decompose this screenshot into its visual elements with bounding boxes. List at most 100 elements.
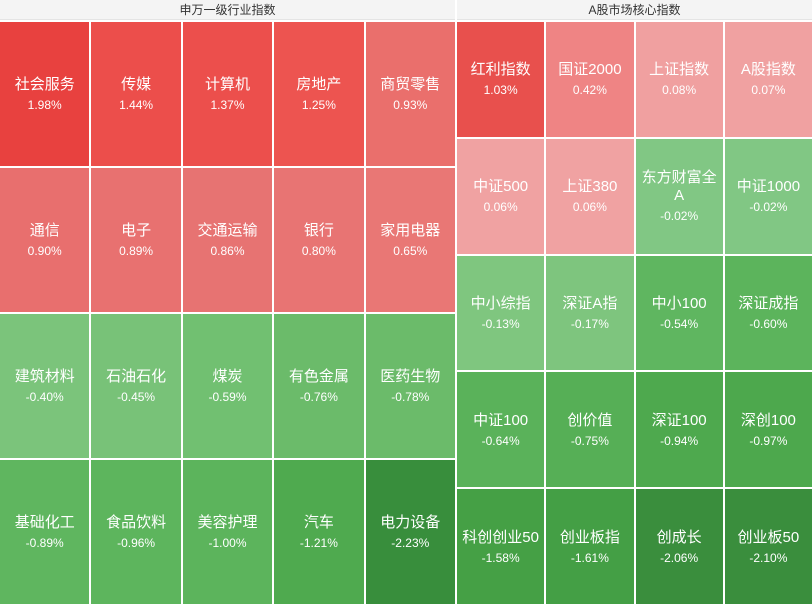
heat-cell: 上证指数 0.08%: [635, 22, 723, 137]
cell-name: 中证500: [473, 178, 529, 196]
heat-cell: 深证A指 -0.17%: [546, 255, 634, 371]
cell-change: -0.17%: [570, 316, 609, 331]
cell-name: 创业板指: [559, 528, 620, 546]
cell-grid: 红利指数 1.03% 国证2000 0.42% 上证指数 0.08% A股指数 0.07% 中证…: [457, 20, 812, 604]
cell-change: 0.08%: [662, 83, 697, 98]
cell-name: 基础化工: [14, 514, 75, 531]
cell-name: 医药生物: [380, 368, 441, 385]
heat-cell: 深证成指 -0.60%: [724, 255, 812, 371]
cell-name: 深证100: [651, 411, 707, 429]
cell-name: 上证380: [562, 178, 618, 196]
cell-change: 1.03%: [483, 83, 518, 98]
cell-change: -1.00%: [208, 536, 247, 550]
cell-name: 家用电器: [380, 222, 441, 239]
cell-name: 食品饮料: [106, 514, 167, 531]
cell-name: 中小综指: [470, 294, 531, 312]
heat-cell: 创成长 -2.06%: [635, 489, 723, 604]
heat-cell: 商贸零售 0.93%: [365, 22, 455, 166]
heat-cell: 创业板50 -2.10%: [724, 489, 812, 604]
heat-cell: 中证500 0.06%: [457, 138, 545, 254]
cell-change: -0.94%: [660, 433, 699, 448]
cell-change: -0.59%: [208, 390, 247, 404]
heat-cell: 红利指数 1.03%: [457, 22, 545, 137]
cell-change: -0.64%: [481, 433, 520, 448]
cell-change: 1.25%: [301, 98, 336, 112]
cell-change: -0.96%: [117, 536, 156, 550]
cell-change: -2.10%: [749, 550, 788, 565]
cell-change: -0.89%: [25, 536, 64, 550]
heat-cell: 食品饮料 -0.96%: [91, 460, 181, 604]
cell-name: 创业板50: [737, 528, 800, 546]
heat-cell: 石油石化 -0.45%: [91, 314, 181, 458]
cell-change: -0.78%: [391, 390, 430, 404]
cell-change: -0.45%: [117, 390, 156, 404]
heat-cell: 社会服务 1.98%: [0, 22, 90, 166]
cell-change: -0.75%: [570, 433, 609, 448]
cell-name: A股指数: [740, 61, 796, 79]
heat-cell: 中小100 -0.54%: [635, 255, 723, 371]
heat-cell: 家用电器 0.65%: [365, 168, 455, 312]
heat-cell: 中证1000 -0.02%: [724, 138, 812, 254]
panel-title: 申万一级行业指数: [0, 0, 455, 20]
cell-change: 0.42%: [572, 83, 607, 98]
cell-name: 商贸零售: [380, 76, 441, 93]
heat-cell: 通信 0.90%: [0, 168, 90, 312]
cell-change: -0.40%: [25, 390, 64, 404]
cell-name: 社会服务: [14, 76, 75, 93]
cell-change: -0.54%: [660, 316, 699, 331]
industry-panel: 申万一级行业指数 社会服务 1.98% 传媒 1.44% 计算机 1.37% 房地产 1.25…: [0, 0, 455, 604]
cell-name: 深创100: [740, 411, 796, 429]
heat-cell: 创价值 -0.75%: [546, 372, 634, 488]
heat-cell: 中证100 -0.64%: [457, 372, 545, 488]
heat-cell: 国证2000 0.42%: [546, 22, 634, 137]
cell-change: 0.93%: [393, 98, 428, 112]
cell-name: 石油石化: [106, 368, 167, 385]
cell-name: 上证指数: [649, 61, 710, 79]
heat-cell: 医药生物 -0.78%: [365, 314, 455, 458]
cell-name: 东方财富全A: [641, 169, 717, 205]
cell-change: -2.06%: [660, 550, 699, 565]
cell-change: -0.97%: [749, 433, 788, 448]
cell-name: 计算机: [204, 76, 250, 93]
cell-name: 煤炭: [212, 368, 243, 385]
cell-change: 0.90%: [27, 244, 62, 258]
heat-cell: 建筑材料 -0.40%: [0, 314, 90, 458]
heat-cell: A股指数 0.07%: [724, 22, 812, 137]
cell-name: 电子: [121, 222, 152, 239]
heat-cell: 传媒 1.44%: [91, 22, 181, 166]
cell-change: 0.07%: [751, 83, 786, 98]
cell-change: -1.21%: [299, 536, 338, 550]
cell-name: 创价值: [567, 411, 613, 429]
cell-name: 红利指数: [470, 61, 531, 79]
heat-cell: 上证380 0.06%: [546, 138, 634, 254]
heat-cell: 汽车 -1.21%: [274, 460, 364, 604]
cell-name: 中小100: [651, 294, 707, 312]
heat-cell: 深创100 -0.97%: [724, 372, 812, 488]
heat-cell: 房地产 1.25%: [274, 22, 364, 166]
cell-change: 0.89%: [119, 244, 154, 258]
cell-change: 0.86%: [210, 244, 245, 258]
cell-name: 中证100: [473, 411, 529, 429]
cell-name: 深证A指: [562, 294, 618, 312]
cell-change: -1.61%: [570, 550, 609, 565]
cell-name: 传媒: [121, 76, 152, 93]
cell-name: 汽车: [303, 514, 334, 531]
cell-change: -2.23%: [391, 536, 430, 550]
heat-cell: 东方财富全A -0.02%: [635, 138, 723, 254]
cell-name: 中证1000: [736, 178, 801, 196]
cell-change: 0.06%: [483, 200, 518, 215]
heat-cell: 深证100 -0.94%: [635, 372, 723, 488]
cell-name: 深证成指: [738, 294, 799, 312]
heat-cell: 基础化工 -0.89%: [0, 460, 90, 604]
cell-name: 房地产: [296, 76, 342, 93]
cell-change: -0.13%: [481, 316, 520, 331]
index-panel: A股市场核心指数 红利指数 1.03% 国证2000 0.42% 上证指数 0.08% A股…: [457, 0, 812, 604]
cell-change: 0.80%: [301, 244, 336, 258]
cell-name: 有色金属: [288, 368, 349, 385]
cell-name: 美容护理: [197, 514, 258, 531]
cell-name: 电力设备: [380, 514, 441, 531]
heat-cell: 交通运输 0.86%: [182, 168, 273, 312]
heat-cell: 计算机 1.37%: [182, 22, 273, 166]
